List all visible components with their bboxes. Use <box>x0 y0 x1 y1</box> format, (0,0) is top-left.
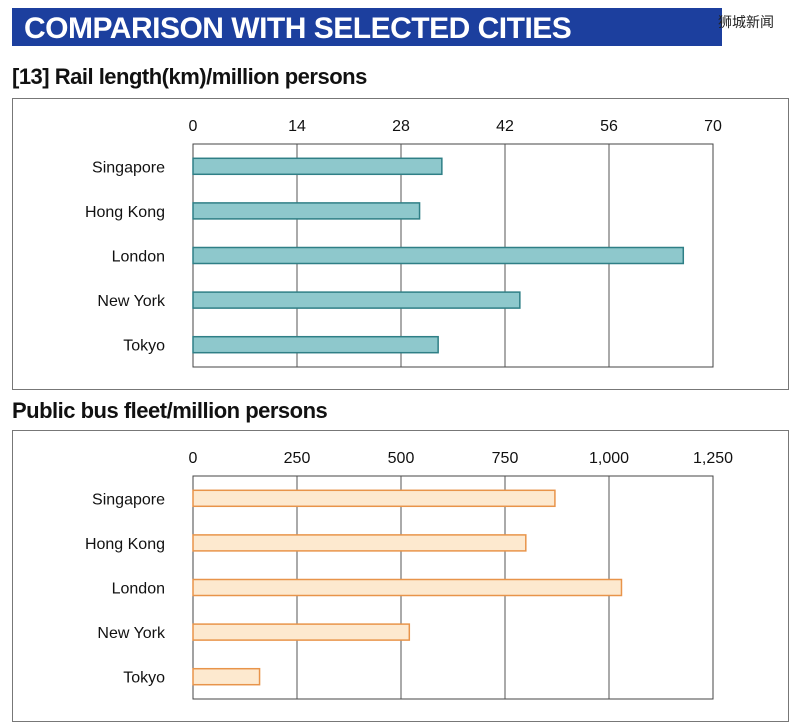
bus-tick-label: 0 <box>189 450 198 467</box>
rail-category-label: Tokyo <box>123 338 165 355</box>
bus-chart: 0 250 500 750 1,000 1,250 Singapore Hong Kong Lo… <box>85 450 733 700</box>
banner-title: COMPARISON WITH SELECTED CITIES <box>24 12 572 45</box>
bus-category-label: Tokyo <box>123 670 165 687</box>
bus-tick-label: 500 <box>388 450 415 467</box>
bus-category-label: Hong Kong <box>85 536 165 553</box>
watermark-label: 狮城新闻 <box>718 15 774 31</box>
bus-tick-label: 1,250 <box>693 450 733 467</box>
bus-bar <box>192 623 411 641</box>
rail-bar <box>192 335 439 354</box>
bus-tick-label: 750 <box>492 450 519 467</box>
rail-tick-label: 14 <box>288 118 306 135</box>
bus-bar <box>192 534 527 552</box>
rail-tick-label: 28 <box>392 118 410 135</box>
rail-tick-label: 0 <box>189 118 198 135</box>
rail-bar <box>192 202 421 220</box>
rail-tick-label: 70 <box>704 118 722 135</box>
rail-tick-label: 56 <box>600 118 618 135</box>
rail-chart: 0 14 28 42 56 70 Singapore Hong Kong London New Y… <box>85 118 722 368</box>
rail-category-label: Singapore <box>92 159 165 176</box>
bus-bar <box>192 489 556 508</box>
rail-category-label: New York <box>97 293 166 310</box>
bus-chart-panel: 0 250 500 750 1,000 1,250 Singapore Hong Kong Lo… <box>12 430 789 722</box>
bus-category-label: New York <box>97 625 166 642</box>
bus-tick-label: 1,000 <box>589 450 629 467</box>
bus-bar <box>192 578 623 597</box>
rail-bar <box>192 291 521 309</box>
rail-tick-label: 42 <box>496 118 514 135</box>
bus-category-label: Singapore <box>92 491 165 508</box>
rail-chart-title: [13] Rail length(km)/million persons <box>12 64 367 89</box>
rail-bar <box>192 157 443 176</box>
rail-category-label: Hong Kong <box>85 204 165 221</box>
bus-chart-title: Public bus fleet/million persons <box>12 398 328 423</box>
rail-bar <box>192 246 685 265</box>
rail-category-label: London <box>112 249 165 266</box>
rail-chart-panel: 0 14 28 42 56 70 Singapore Hong Kong London New Y… <box>12 98 789 390</box>
bus-category-label: London <box>112 581 165 598</box>
bus-bar <box>192 667 261 686</box>
bus-tick-label: 250 <box>284 450 311 467</box>
header-banner: COMPARISON WITH SELECTED CITIES <box>12 8 722 46</box>
